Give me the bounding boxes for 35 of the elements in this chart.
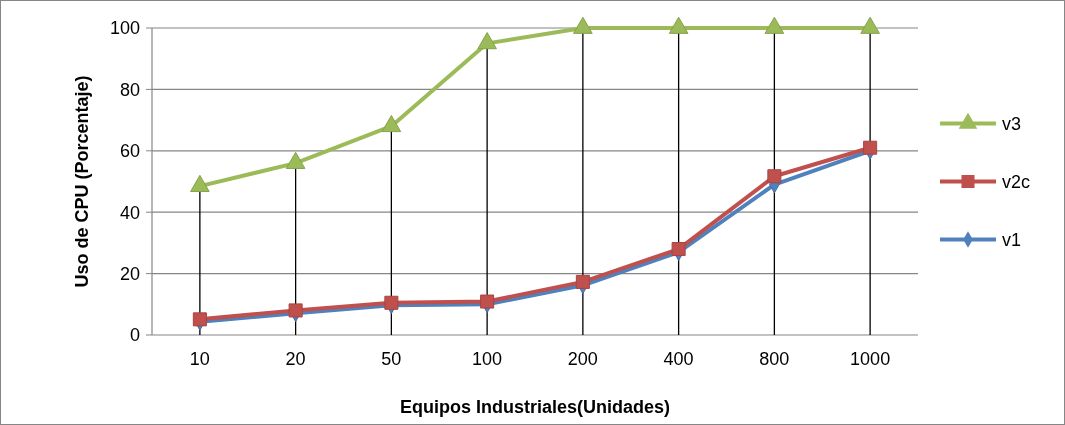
y-tick-label: 0 <box>129 325 140 346</box>
x-tick-label: 100 <box>472 349 503 369</box>
x-tick-label: 10 <box>189 349 210 369</box>
legend-label: v3 <box>1002 113 1022 134</box>
y-tick-label: 20 <box>119 263 140 284</box>
point <box>480 294 495 309</box>
y-tick-label: 60 <box>119 141 140 162</box>
point <box>190 174 210 192</box>
point <box>863 140 878 155</box>
y-tick-label: 100 <box>109 18 140 39</box>
point <box>767 169 782 184</box>
point <box>381 114 402 133</box>
x-tick-label: 200 <box>567 349 598 369</box>
x-axis-title: Equipos Industriales(Unidades) <box>399 397 671 417</box>
point <box>477 32 497 50</box>
x-tick-label: 800 <box>759 349 790 369</box>
point <box>860 16 880 34</box>
point <box>575 274 590 289</box>
point <box>764 16 785 34</box>
y-axis-title: Uso de CPU (Porcentaje) <box>72 75 92 288</box>
x-tick-label: 50 <box>381 349 402 369</box>
point <box>671 242 686 257</box>
point <box>573 16 593 34</box>
point <box>288 303 303 318</box>
point <box>192 312 207 327</box>
y-tick-label: 40 <box>119 202 140 223</box>
x-tick-label: 400 <box>663 349 694 369</box>
x-tick-label: 1000 <box>850 349 891 369</box>
point <box>668 16 689 34</box>
point <box>285 151 306 169</box>
legend-label: v1 <box>1002 229 1022 250</box>
legend-label: v2c <box>1002 171 1031 192</box>
x-tick-label: 20 <box>285 349 306 369</box>
point <box>384 295 399 310</box>
y-tick-label: 80 <box>119 79 140 100</box>
